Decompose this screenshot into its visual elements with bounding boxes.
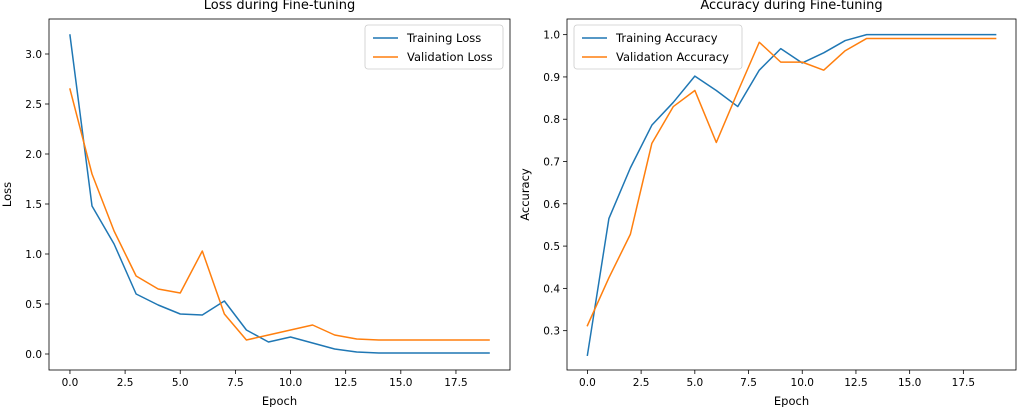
x-tick-label: 15.0 — [898, 377, 921, 389]
x-tick-label: 10.0 — [279, 377, 302, 389]
x-tick-label: 5.0 — [172, 377, 189, 389]
y-tick-label: 0.9 — [543, 72, 560, 84]
legend-label: Training Accuracy — [615, 31, 718, 45]
x-tick-label: 7.5 — [227, 377, 244, 389]
legend-label: Validation Accuracy — [616, 50, 729, 64]
legend-box — [364, 24, 504, 70]
y-tick-label: 2.0 — [25, 149, 42, 161]
x-tick-label: 12.5 — [844, 377, 867, 389]
chart-title: Accuracy during Fine-tuning — [700, 0, 882, 13]
y-tick-label: 0.5 — [25, 299, 42, 311]
y-tick-label: 2.5 — [25, 99, 42, 111]
x-tick-label: 0.0 — [579, 377, 596, 389]
y-tick-label: 1.0 — [25, 249, 42, 261]
series-line-1 — [586, 33, 997, 357]
chart-title: Loss during Fine-tuning — [204, 0, 355, 13]
y-tick-label: 0.0 — [25, 349, 42, 361]
y-axis-label: Accuracy — [518, 168, 532, 221]
x-tick-label: 15.0 — [389, 377, 412, 389]
y-tick-label: 0.8 — [543, 114, 560, 126]
x-tick-label: 2.5 — [633, 377, 650, 389]
chart-2: Accuracy during Fine-tuning 0.0 2.5 5.0 7.5 1… — [518, 0, 1017, 407]
x-tick-label: 17.5 — [444, 377, 467, 389]
y-tick-label: 0.5 — [543, 241, 560, 253]
legend-label: Validation Loss — [407, 50, 493, 64]
legend: Training Loss Validation Loss — [364, 24, 504, 70]
series-line-2 — [69, 88, 490, 341]
y-tick-label: 1.0 — [543, 30, 560, 42]
y-tick-label: 0.4 — [543, 283, 560, 295]
plot-frame — [566, 18, 1017, 371]
x-tick-label: 7.5 — [740, 377, 757, 389]
x-axis-label: Epoch — [262, 394, 297, 407]
x-axis-label: Epoch — [774, 394, 809, 407]
legend: Training Accuracy Validation Accuracy — [573, 24, 743, 70]
y-tick-label: 0.6 — [543, 199, 560, 211]
series-line-2 — [586, 37, 997, 327]
x-tick-label: 0.0 — [62, 377, 79, 389]
y-tick-label: 3.0 — [25, 49, 42, 61]
x-tick-label: 2.5 — [117, 377, 134, 389]
legend-box — [573, 24, 743, 70]
series-line-1 — [69, 34, 490, 354]
x-tick-label: 17.5 — [952, 377, 975, 389]
y-tick-label: 0.3 — [543, 326, 560, 338]
chart-1: Loss during Fine-tuning 0.0 2.5 5.0 7.5 10.0 1… — [0, 0, 511, 407]
x-tick-label: 12.5 — [334, 377, 357, 389]
plot-frame — [48, 18, 511, 371]
y-tick-label: 1.5 — [25, 199, 42, 211]
x-tick-label: 5.0 — [686, 377, 703, 389]
y-axis-label: Loss — [0, 182, 14, 207]
legend-label: Training Loss — [406, 31, 481, 45]
x-tick-label: 10.0 — [791, 377, 814, 389]
y-tick-label: 0.7 — [543, 157, 560, 169]
